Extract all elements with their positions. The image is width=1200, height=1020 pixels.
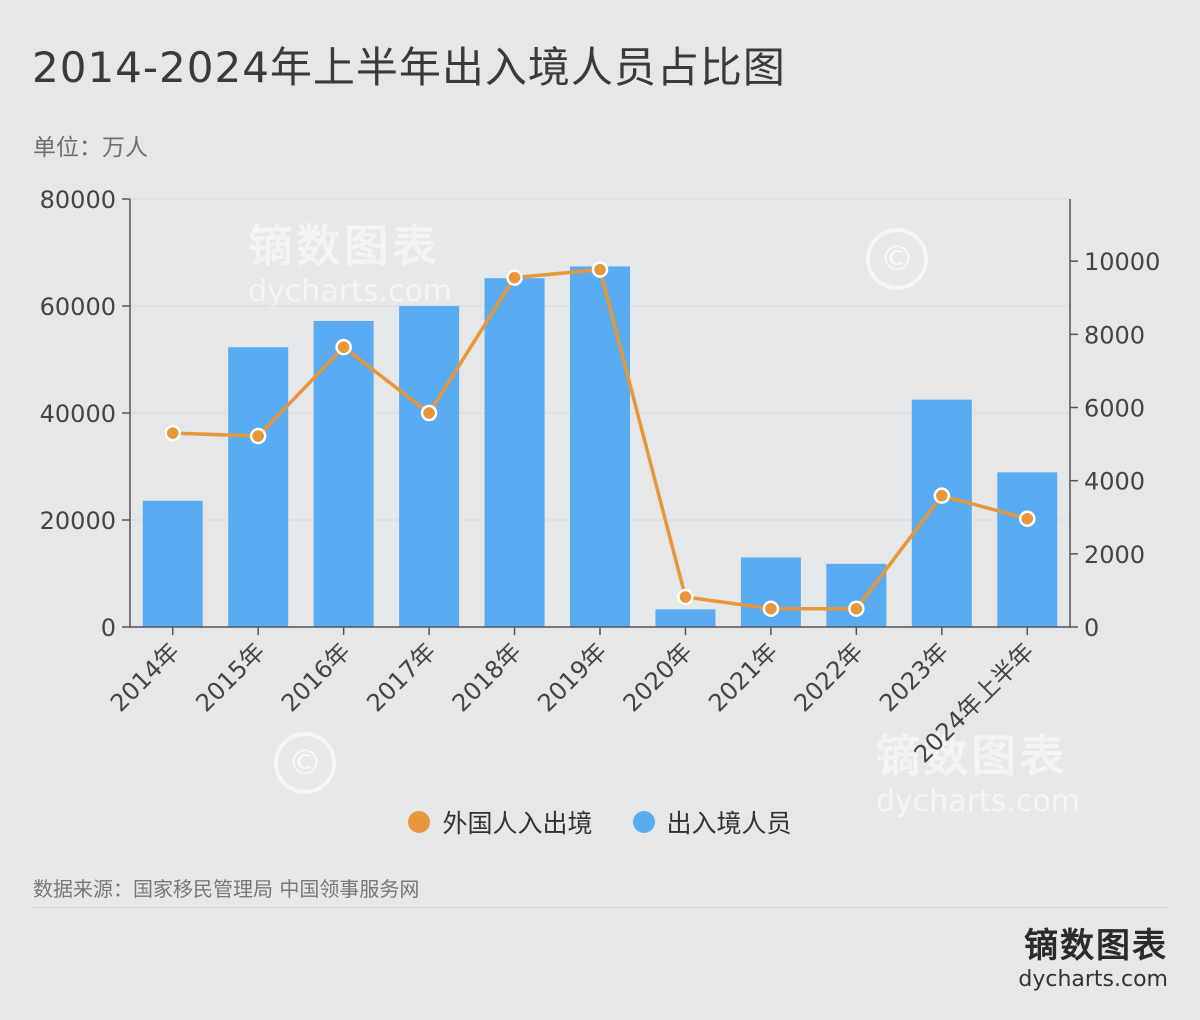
copyright-icon: © [866,228,928,290]
legend-swatch-foreign [408,811,431,833]
x-tick-label: 2014年 [105,637,185,717]
legend-label-foreign: 外国人入出境 [442,809,593,838]
legend-label-total: 出入境人员 [666,809,792,838]
footer-divider [33,907,1168,908]
y-left-tick-label: 80000 [40,186,116,214]
legend-item-foreign[interactable]: 外国人入出境 [408,804,593,840]
bar [313,320,374,627]
line-point [335,338,352,356]
x-tick-label: 2021年 [703,637,783,717]
bar [484,278,545,627]
brand-name: 镝数图表 [1024,926,1168,966]
x-tick-label: 2017年 [361,637,441,717]
y-right-tick-label: 8000 [1084,321,1145,349]
bar [655,609,716,627]
x-tick-label: 2016年 [276,637,356,717]
line-point [420,404,438,422]
x-tick-label: 2022年 [789,637,869,717]
combo-chart: 0 20000 40000 60000 80000 0 2000 4000 6000 8000 10… [40,186,1161,768]
legend: 外国人入出境 出入境人员 [0,804,1200,840]
y-right-tick-label: 4000 [1084,468,1145,496]
y-left-tick-label: 60000 [40,293,116,321]
bar [228,347,289,627]
line-point [1019,510,1036,527]
line-point [677,588,694,606]
brand-logo: 镝数图表 dycharts.com [1018,926,1168,994]
copyright-icon: © [274,732,336,794]
y-right-tick-label: 6000 [1084,395,1145,423]
x-tick-label: 2019年 [532,637,612,717]
line-point [762,600,780,617]
line-point [848,600,865,617]
x-tick-label: 2023年 [874,637,954,717]
bar [911,399,972,627]
brand-url: dycharts.com [1018,967,1168,992]
y-right-tick-label: 10000 [1084,248,1160,276]
y-right-tick-label: 2000 [1084,541,1145,569]
bar [142,500,203,627]
y-left-tick-label: 40000 [40,400,116,428]
bar [997,472,1058,627]
line-point [249,427,267,445]
source-note: 数据来源：国家移民管理局 中国领事服务网 [33,877,420,901]
line-point [591,261,609,278]
chart-title: 2014-2024年上半年出入境人员占比图 [32,43,786,92]
line-point [164,424,181,442]
y-left-tick-label: 20000 [40,507,116,535]
bar [826,563,887,627]
y-right-tick-label: 0 [1084,614,1099,642]
legend-item-total[interactable]: 出入境人员 [632,804,792,840]
x-tick-label: 2020年 [618,637,698,717]
bar [399,306,460,627]
legend-swatch-total [632,811,655,833]
bar [570,266,630,627]
line-point [933,487,951,504]
unit-label: 单位：万人 [33,135,148,161]
line-point [506,269,523,286]
x-tick-label: 2015年 [190,637,270,717]
y-left-tick-label: 0 [101,614,116,642]
x-tick-label: 2018年 [447,637,527,717]
